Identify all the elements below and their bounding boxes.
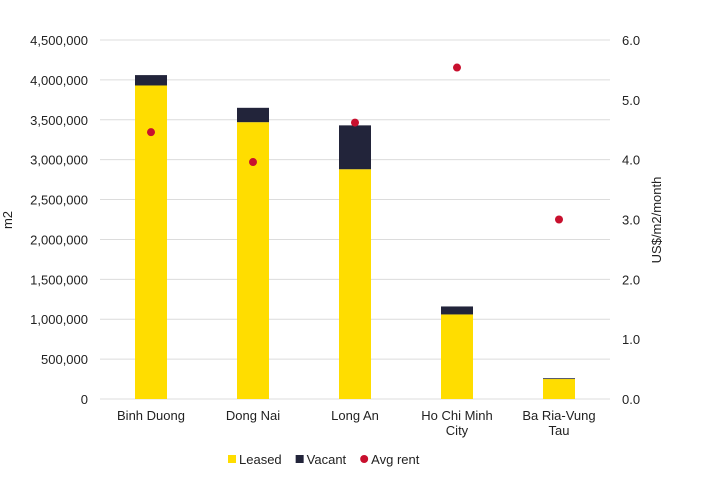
- y-tick-label: 2,500,000: [30, 193, 88, 208]
- y2-tick-label: 3.0: [622, 213, 640, 228]
- y2-tick-label: 4.0: [622, 153, 640, 168]
- y-tick-label: 4,000,000: [30, 73, 88, 88]
- y-tick-label: 1,500,000: [30, 272, 88, 287]
- x-tick-label: Dong Nai: [226, 408, 280, 423]
- y2-axis-label: US$/m2/month: [649, 177, 664, 264]
- y2-tick-label: 5.0: [622, 93, 640, 108]
- legend-label: Vacant: [307, 452, 347, 467]
- y-tick-label: 1,000,000: [30, 312, 88, 327]
- y-tick-label: 3,500,000: [30, 113, 88, 128]
- bar-leased: [543, 379, 575, 399]
- bar-leased: [237, 122, 269, 399]
- bar-leased: [135, 85, 167, 400]
- avg-rent-point: [249, 158, 257, 167]
- bar-vacant: [135, 75, 167, 86]
- x-tick-label: City: [446, 423, 469, 438]
- x-tick-label: Ba Ria-Vung: [522, 408, 595, 423]
- y2-tick-label: 1.0: [622, 332, 640, 347]
- legend-swatch-vacant: [295, 455, 304, 463]
- avg-rent-point: [147, 128, 155, 137]
- legend-swatch-leased: [228, 455, 236, 463]
- legend-swatch-avg-rent: [360, 455, 369, 463]
- avg-rent-point: [453, 63, 461, 72]
- bar-leased: [339, 169, 371, 399]
- legend-label: Leased: [239, 452, 282, 467]
- avg-rent-point: [555, 215, 563, 224]
- bar-vacant: [543, 378, 575, 380]
- x-tick-label: Long An: [331, 408, 379, 423]
- y-axis-label: m2: [0, 211, 15, 229]
- y-tick-label: 3,000,000: [30, 153, 88, 168]
- y-tick-label: 0: [81, 392, 88, 407]
- avg-rent-point: [351, 118, 359, 127]
- y2-tick-label: 0.0: [622, 392, 640, 407]
- legend-label: Avg rent: [371, 452, 420, 467]
- x-tick-label: Tau: [549, 423, 570, 438]
- bar-vacant: [339, 125, 371, 170]
- x-tick-label: Ho Chi Minh: [421, 408, 493, 423]
- bar-vacant: [441, 306, 473, 315]
- y-tick-label: 500,000: [41, 352, 88, 367]
- y2-tick-label: 6.0: [622, 33, 640, 48]
- x-tick-label: Binh Duong: [117, 408, 185, 423]
- y-tick-label: 2,000,000: [30, 232, 88, 247]
- y-tick-label: 4,500,000: [30, 33, 88, 48]
- bar-leased: [441, 314, 473, 399]
- bar-vacant: [237, 107, 269, 123]
- y2-tick-label: 2.0: [622, 272, 640, 287]
